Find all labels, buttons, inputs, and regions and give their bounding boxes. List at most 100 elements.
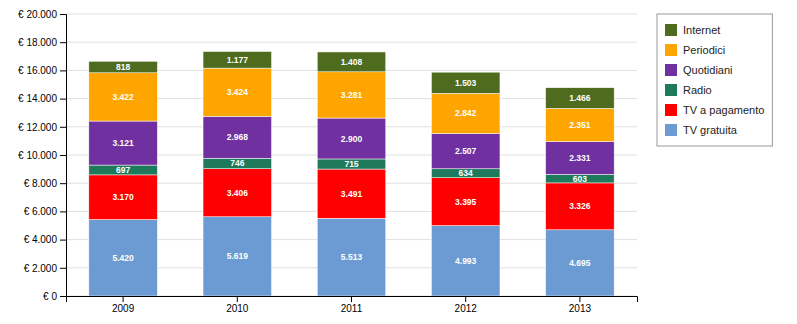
legend-item: Radio (665, 84, 712, 96)
grid-line (66, 42, 637, 43)
y-tick-label: € 6.000 (24, 206, 58, 217)
x-tick-label: 2012 (455, 303, 478, 314)
data-label: 5.619 (227, 251, 249, 261)
y-tick-mark (60, 296, 66, 297)
y-tick-label: € 16.000 (18, 65, 57, 76)
legend-label: Periodici (683, 44, 725, 56)
data-label: 3.424 (227, 87, 249, 97)
x-axis-line (67, 297, 638, 303)
bar (431, 169, 500, 178)
bar (89, 220, 158, 296)
legend-swatch (665, 104, 677, 116)
bars (89, 52, 614, 296)
data-label: 1.177 (227, 55, 249, 65)
y-tick: € 14.000 (18, 93, 66, 104)
legend-label: TV gratuita (683, 124, 738, 136)
bar (89, 165, 158, 175)
legend-swatch (665, 124, 677, 136)
series-bars (89, 169, 614, 230)
y-tick: € 2.000 (24, 263, 66, 274)
y-tick: € 16.000 (18, 65, 66, 76)
series-bars (89, 158, 614, 183)
data-label: 818 (116, 62, 130, 72)
bar (89, 175, 158, 220)
y-tick-label: € 0 (43, 291, 57, 302)
bar (546, 230, 615, 296)
x-tick-mark (579, 296, 580, 302)
bar (317, 72, 386, 118)
x-tick-label: 2009 (112, 303, 135, 314)
data-label: 3.121 (112, 138, 134, 148)
bar (546, 174, 615, 183)
legend-swatch (665, 44, 677, 56)
y-tick-mark (60, 240, 66, 241)
data-label: 3.170 (112, 192, 134, 202)
y-tick: € 6.000 (24, 206, 66, 217)
x-tick: 2012 (455, 296, 478, 314)
legend-label: Quotidiani (683, 64, 733, 76)
y-tick-mark (60, 183, 66, 184)
bar (546, 88, 615, 109)
data-label: 1.466 (569, 93, 591, 103)
bar (317, 159, 386, 169)
y-tick-label: € 8.000 (24, 178, 58, 189)
x-tick-mark (465, 296, 466, 302)
data-label: 2.351 (569, 120, 591, 130)
y-tick-label: € 10.000 (18, 150, 57, 161)
y-tick-label: € 4.000 (24, 234, 58, 245)
legend-swatch (665, 24, 677, 36)
y-tick-mark (60, 99, 66, 100)
bar (431, 178, 500, 226)
y-tick: € 18.000 (18, 37, 66, 48)
data-label: 3.281 (341, 90, 363, 100)
y-tick-label: € 2.000 (24, 263, 58, 274)
y-tick: € 12.000 (18, 122, 66, 133)
y-tick-mark (60, 42, 66, 43)
bar (317, 52, 386, 72)
legend-swatch (665, 84, 677, 96)
legend: Internet Periodici Quotidiani Radio TV a pag… (657, 14, 772, 146)
bar (317, 169, 386, 218)
grid-line (66, 14, 637, 15)
bar (203, 158, 272, 169)
plot: € 0 € 2.000 € 4.000 € 6.000 € 8.000 € 10.000 €… (18, 9, 637, 314)
y-tick-mark (60, 70, 66, 71)
bar (203, 116, 272, 158)
bar (546, 108, 615, 141)
x-tick-label: 2013 (569, 303, 592, 314)
x-tick-mark (351, 296, 352, 302)
data-label: 1.503 (455, 78, 477, 88)
y-tick-mark (60, 127, 66, 128)
data-label: 2.842 (455, 108, 477, 118)
series-bars (89, 116, 614, 174)
y-tick-label: € 12.000 (18, 122, 57, 133)
bar (317, 218, 386, 296)
bar (89, 121, 158, 165)
x-tick: 2010 (226, 296, 249, 314)
chart: € 0 € 2.000 € 4.000 € 6.000 € 8.000 € 10.000 €… (0, 0, 797, 324)
y-tick-label: € 20.000 (18, 9, 57, 20)
data-label: 5.513 (341, 252, 363, 262)
bar (546, 183, 615, 230)
y-tick-label: € 14.000 (18, 93, 57, 104)
y-tick: € 4.000 (24, 234, 66, 245)
y-axis: € 0 € 2.000 € 4.000 € 6.000 € 8.000 € 10.000 €… (18, 9, 66, 302)
x-tick-mark (237, 296, 238, 302)
data-label: 697 (116, 165, 130, 175)
data-label: 4.695 (569, 258, 591, 268)
legend-label: TV a pagamento (683, 104, 764, 116)
data-label: 603 (573, 174, 587, 184)
bar (431, 72, 500, 93)
series-bars (89, 52, 614, 109)
x-tick-mark (123, 296, 124, 302)
legend-item: Periodici (665, 44, 725, 56)
data-label: 4.993 (455, 256, 477, 266)
data-label: 3.406 (227, 188, 249, 198)
series-bars (89, 217, 614, 296)
data-label: 2.331 (569, 153, 591, 163)
legend-label: Radio (683, 84, 712, 96)
legend-item: Internet (665, 24, 720, 36)
y-tick: € 0 (43, 291, 66, 302)
legend-label: Internet (683, 24, 720, 36)
bar (431, 226, 500, 296)
